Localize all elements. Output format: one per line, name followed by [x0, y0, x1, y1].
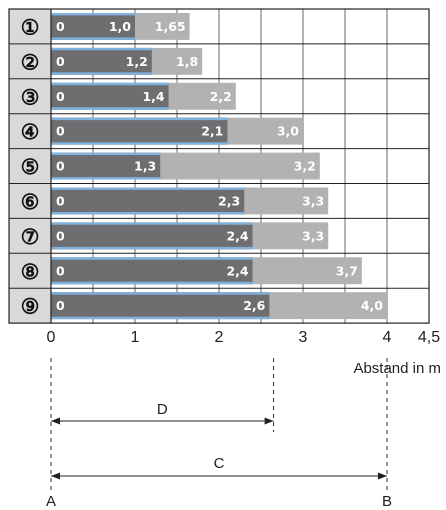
bar-min-row-3 — [51, 82, 169, 110]
bars: 0 1,0 1,65 0 1,2 1,8 0 1,4 2,2 0 2,1 3,0 0 1,3 3,2 0 2,3… — [51, 12, 387, 320]
row-number-8: ⑧ — [21, 259, 40, 284]
x-tick-label-0: 0 — [47, 329, 56, 346]
bar-min-label-row-7: 2,4 — [226, 228, 248, 243]
bar-max-label-row-1: 1,65 — [155, 19, 186, 34]
row-number-5: ⑤ — [21, 154, 40, 179]
bar-max-label-row-3: 2,2 — [210, 89, 232, 104]
bar-min-row-8 — [51, 257, 253, 285]
point-a-label: A — [46, 493, 56, 510]
bar-min-label-row-1: 1,0 — [109, 19, 131, 34]
bar-start-label-row-8: 0 — [56, 263, 65, 278]
bar-min-row-7 — [51, 222, 253, 250]
x-tick-label-2: 2 — [215, 329, 224, 346]
bar-start-label-row-6: 0 — [56, 193, 65, 208]
row-labels: ① ② ③ ④ ⑤ ⑥ ⑦ ⑧ ⑨ — [9, 9, 51, 324]
bar-min-label-row-6: 2,3 — [218, 193, 240, 208]
row-number-3: ③ — [21, 84, 40, 109]
bar-min-row-2 — [51, 47, 152, 75]
x-axis: 0 1 2 3 4 4,5 — [47, 329, 441, 346]
bar-max-label-row-4: 3,0 — [277, 124, 299, 139]
plot-frame — [8, 8, 430, 324]
dimension-d-arrowhead-right — [264, 417, 274, 425]
bar-start-label-row-9: 0 — [56, 298, 65, 313]
bar-max-label-row-9: 4,0 — [361, 298, 383, 313]
row-number-6: ⑥ — [21, 189, 40, 214]
x-axis-title: Abstand in m — [353, 360, 441, 377]
dimension-c-arrowhead-right — [378, 472, 387, 480]
bar-min-label-row-5: 1,3 — [134, 159, 156, 174]
row-label-column — [9, 9, 51, 324]
bar-max-label-row-7: 3,3 — [302, 228, 324, 243]
row-number-1: ① — [21, 14, 40, 39]
point-b-label: B — [382, 493, 392, 510]
bar-start-label-row-3: 0 — [56, 89, 65, 104]
x-tick-label-1: 1 — [131, 329, 140, 346]
row-number-2: ② — [21, 49, 40, 74]
row-number-4: ④ — [21, 119, 40, 144]
row-number-9: ⑨ — [21, 294, 40, 319]
bar-min-label-row-2: 1,2 — [126, 54, 148, 69]
x-tick-label-3: 3 — [299, 329, 308, 346]
bar-min-row-5 — [51, 152, 161, 180]
bar-min-label-row-3: 1,4 — [142, 89, 164, 104]
dimension-d-arrowhead-left — [51, 417, 60, 425]
bar-max-label-row-5: 3,2 — [294, 159, 316, 174]
plot-border — [8, 8, 430, 324]
row-number-7: ⑦ — [21, 224, 40, 249]
bar-min-row-6 — [51, 187, 245, 215]
bar-start-label-row-5: 0 — [56, 159, 65, 174]
bar-max-label-row-2: 1,8 — [176, 54, 198, 69]
dimension-c-label: C — [214, 455, 225, 472]
bar-min-row-9 — [51, 292, 270, 320]
bar-start-label-row-7: 0 — [56, 228, 65, 243]
bar-start-label-row-1: 0 — [56, 19, 65, 34]
bar-min-label-row-4: 2,1 — [201, 124, 223, 139]
bar-min-row-1 — [51, 13, 135, 40]
bar-start-label-row-2: 0 — [56, 54, 65, 69]
row-lines — [9, 43, 429, 289]
bar-min-row-4 — [51, 117, 228, 145]
dimension-c-arrowhead-left — [51, 472, 60, 480]
bar-max-label-row-6: 3,3 — [302, 193, 324, 208]
bar-min-label-row-8: 2,4 — [226, 263, 248, 278]
x-tick-label-4: 4 — [383, 329, 392, 346]
dimension-lines: D C A B — [46, 358, 392, 510]
bar-min-label-row-9: 2,6 — [243, 298, 265, 313]
bar-start-label-row-4: 0 — [56, 124, 65, 139]
bar-max-label-row-8: 3,7 — [336, 263, 358, 278]
x-tick-label-5: 4,5 — [418, 329, 440, 346]
dimension-d-label: D — [157, 401, 168, 418]
